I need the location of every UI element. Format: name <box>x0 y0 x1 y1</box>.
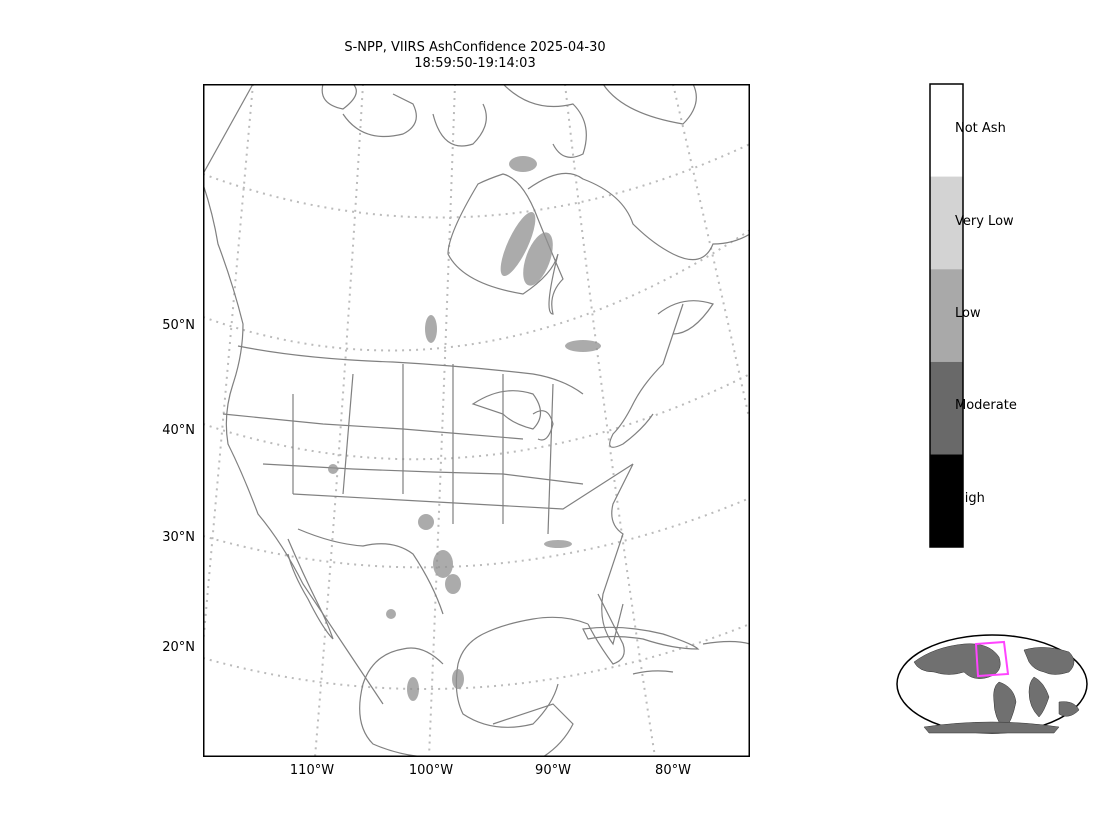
colorbar-label-high: High <box>955 491 985 506</box>
lon-label-110w: 110°W <box>289 763 335 778</box>
ash-detections <box>328 156 601 701</box>
colorbar-label-not-ash: Not Ash <box>955 121 1006 136</box>
latitude-gridlines <box>203 143 750 691</box>
coastlines <box>203 84 750 757</box>
inset-landmasses <box>913 643 1080 734</box>
lon-label-100w: 100°W <box>408 763 454 778</box>
north-america-ash-map[interactable] <box>203 84 750 757</box>
colorbar-label-very-low: Very Low <box>955 214 1014 229</box>
colorbar-swatch-low <box>930 269 963 362</box>
longitude-gridlines <box>203 84 750 757</box>
inset-region-highlight <box>974 640 1010 678</box>
lat-label-50n: 50°N <box>162 318 195 333</box>
colorbar-swatch-high <box>930 454 963 547</box>
map-title-line1: S-NPP, VIIRS AshConfidence 2025-04-30 <box>344 40 606 55</box>
world-inset-map <box>896 634 1088 734</box>
lat-label-20n: 20°N <box>162 640 195 655</box>
colorbar-label-moderate: Moderate <box>955 398 1017 413</box>
lat-label-40n: 40°N <box>162 423 195 438</box>
colorbar-label-low: Low <box>955 306 981 321</box>
map-title-line2: 18:59:50-19:14:03 <box>414 56 536 71</box>
confidence-colorbar <box>929 83 964 548</box>
lon-label-80w: 80°W <box>655 763 691 778</box>
lon-label-90w: 90°W <box>535 763 571 778</box>
map-frame <box>203 84 750 757</box>
colorbar-swatch-moderate <box>930 361 963 455</box>
colorbar-swatch-not-ash <box>930 84 963 177</box>
colorbar-swatch-very-low <box>930 176 963 270</box>
lat-label-30n: 30°N <box>162 530 195 545</box>
